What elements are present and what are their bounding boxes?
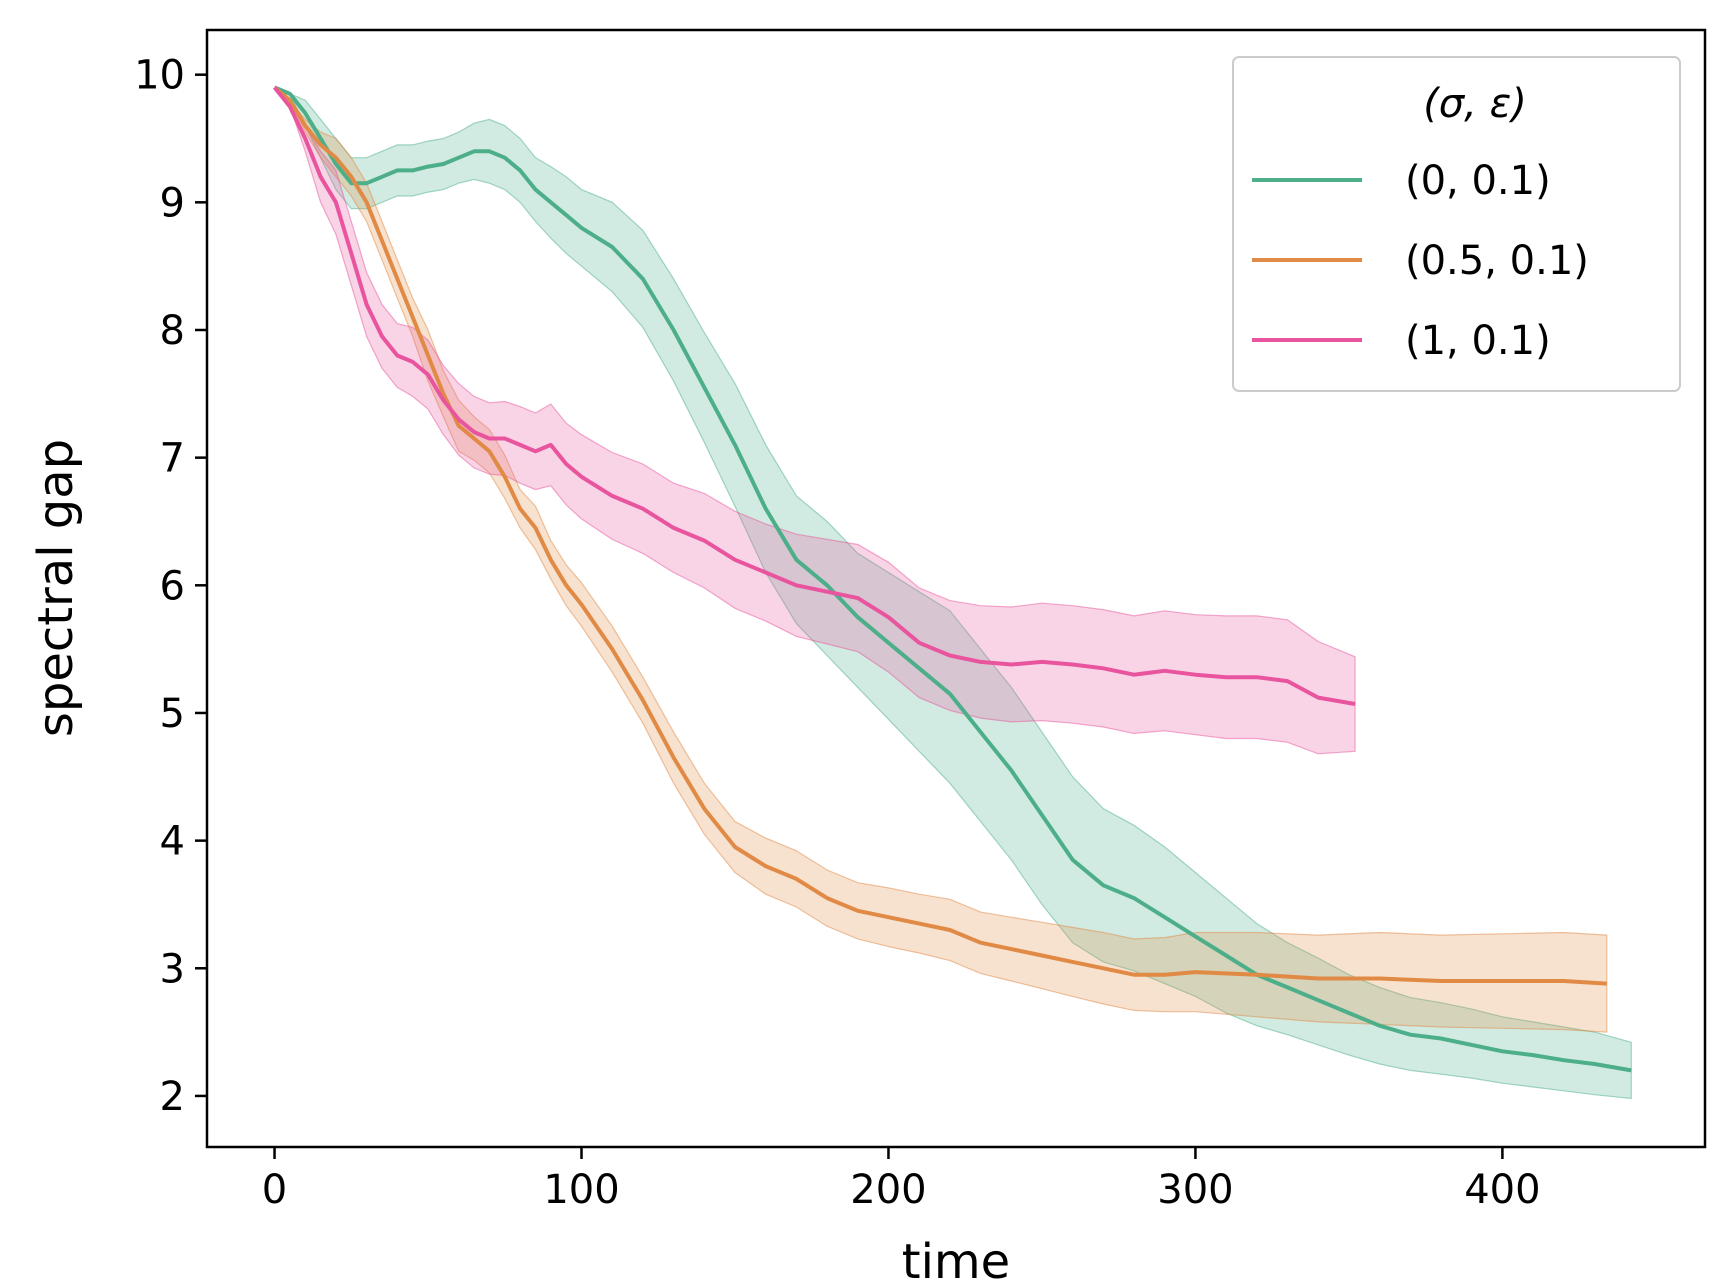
legend-box bbox=[1232, 56, 1681, 392]
x-tick-label: 200 bbox=[850, 1167, 926, 1213]
y-axis-label: spectral gap bbox=[28, 439, 84, 737]
x-axis-ticks: 0 100 200 300 400 bbox=[262, 1147, 1541, 1213]
y-tick-label: 5 bbox=[160, 691, 185, 737]
y-tick-label: 3 bbox=[160, 946, 185, 992]
plot-frame bbox=[205, 28, 1707, 1149]
legend-label-2: (1, 0.1) bbox=[1405, 318, 1551, 364]
y-tick-label: 6 bbox=[160, 563, 185, 609]
y-tick-label: 7 bbox=[160, 436, 185, 482]
series-2-band bbox=[274, 87, 1356, 755]
y-axis-ticks: 2 3 4 5 6 7 8 9 10 bbox=[134, 53, 207, 1120]
series-lines bbox=[272, 85, 1632, 1073]
x-tick-label: 0 bbox=[262, 1167, 287, 1213]
legend-label-0: (0, 0.1) bbox=[1405, 158, 1551, 204]
legend-entries: (0, 0.1) (0.5, 0.1) (1, 0.1) bbox=[1252, 158, 1589, 364]
x-tick-label: 300 bbox=[1157, 1167, 1233, 1213]
y-tick-label: 8 bbox=[160, 308, 185, 354]
legend-title: (σ, ε) bbox=[1423, 81, 1527, 127]
legend-label-1: (0.5, 0.1) bbox=[1405, 238, 1589, 284]
series-2-line bbox=[272, 86, 1356, 706]
legend: (σ, ε) (0, 0.1) (0.5, 0.1) (1, 0.1) bbox=[1232, 56, 1681, 392]
series-1-line bbox=[273, 85, 1607, 986]
x-tick-label: 100 bbox=[543, 1167, 619, 1213]
x-axis-label: time bbox=[902, 1234, 1010, 1285]
y-tick-label: 10 bbox=[134, 53, 185, 99]
y-tick-label: 4 bbox=[160, 819, 185, 865]
y-tick-label: 9 bbox=[160, 180, 185, 226]
series-0-line bbox=[273, 85, 1632, 1073]
y-tick-label: 2 bbox=[160, 1074, 185, 1120]
x-tick-label: 400 bbox=[1464, 1167, 1540, 1213]
